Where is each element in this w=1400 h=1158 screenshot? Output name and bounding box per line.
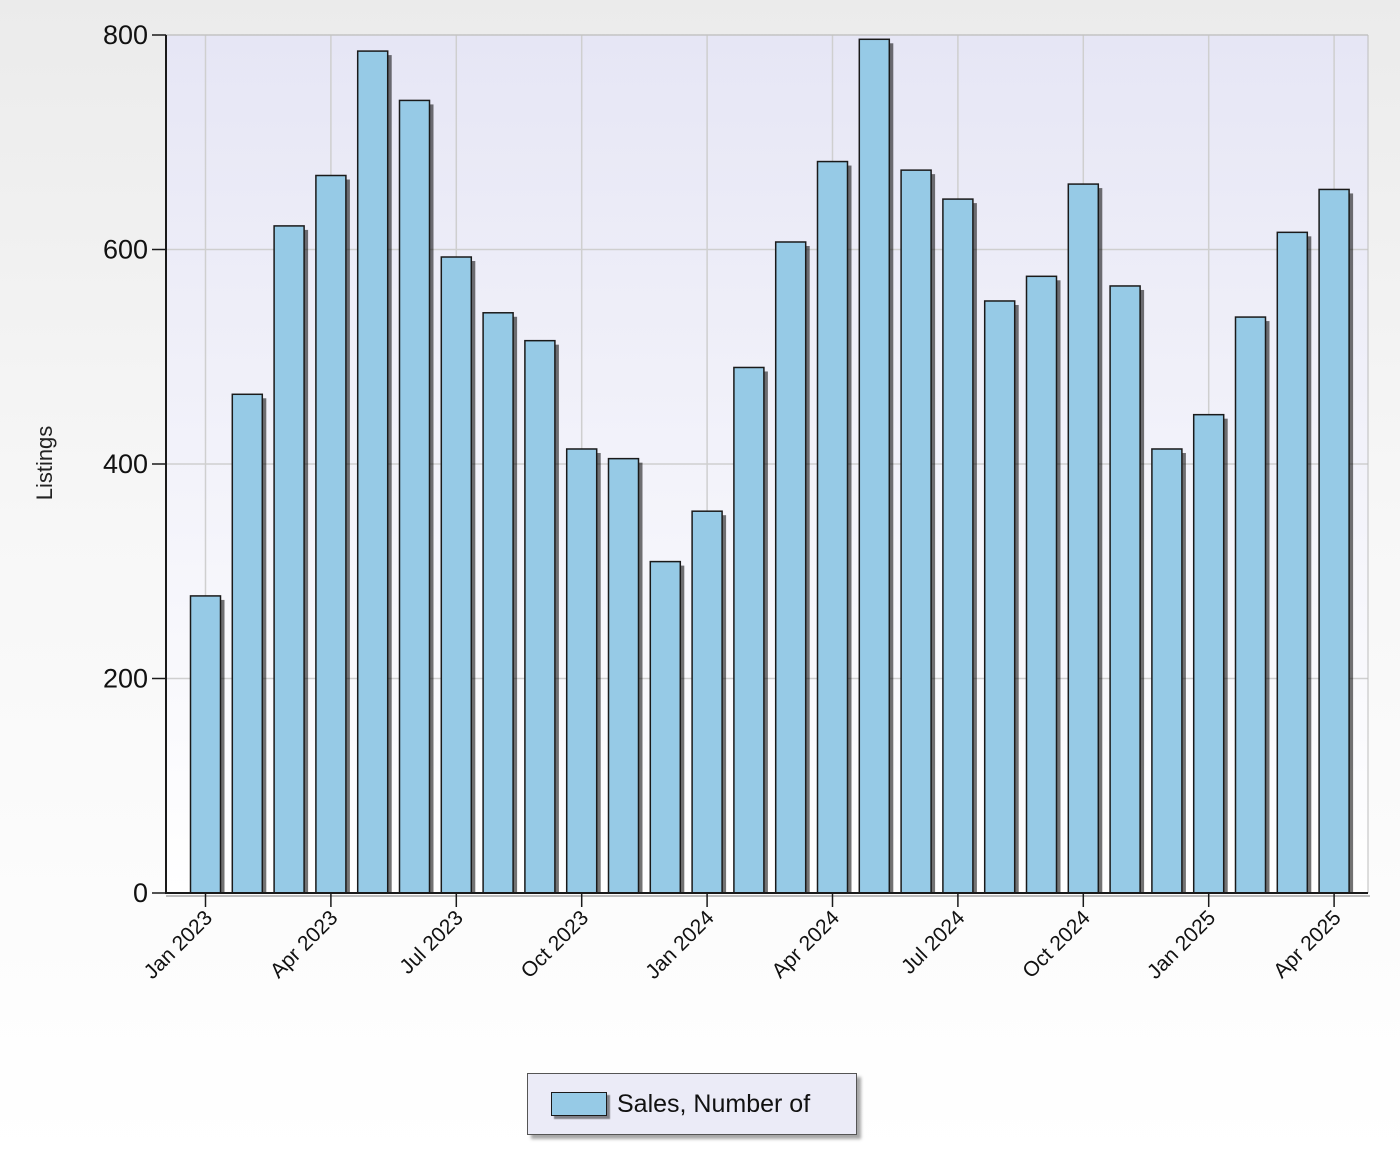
bar — [565, 448, 598, 894]
bar — [189, 595, 222, 894]
y-tick-label: 200 — [103, 664, 148, 694]
x-tick-label: Apr 2024 — [768, 906, 845, 983]
x-tick-label: Oct 2024 — [1018, 906, 1095, 983]
bar — [607, 457, 640, 894]
bar — [983, 300, 1016, 894]
bar — [774, 241, 807, 894]
legend: Sales, Number of — [527, 1073, 857, 1135]
bar — [649, 560, 682, 894]
bar — [1234, 316, 1267, 894]
y-tick-label: 600 — [103, 235, 148, 265]
bar — [816, 160, 849, 894]
bar — [691, 510, 723, 894]
bars — [189, 38, 1354, 894]
bar — [273, 225, 305, 894]
bar — [1151, 448, 1183, 894]
bar — [1067, 183, 1100, 894]
y-axis-ticks: 0 200 400 600 800 — [103, 20, 166, 908]
bar — [315, 174, 347, 894]
bar — [1318, 188, 1350, 894]
x-tick-label: Jan 2025 — [1143, 906, 1220, 983]
bar — [1025, 275, 1058, 894]
legend-label: Sales, Number of — [617, 1089, 811, 1118]
x-tick-label: Jul 2023 — [395, 906, 467, 978]
y-axis-title: Listings — [32, 426, 57, 501]
bar — [1109, 285, 1141, 894]
bar — [733, 366, 765, 894]
x-axis-ticks: Jan 2023 Apr 2023 Jul 2023 Oct 2023 Jan 2024… — [140, 893, 1346, 984]
legend-swatch — [551, 1092, 607, 1116]
y-tick-label: 400 — [103, 449, 148, 479]
bar — [1192, 413, 1225, 894]
bar — [942, 198, 974, 894]
y-tick-label: 800 — [103, 20, 148, 50]
bar — [524, 339, 556, 894]
bar — [1276, 231, 1309, 894]
bar — [231, 393, 264, 894]
y-tick-label: 0 — [133, 878, 148, 908]
bar — [858, 38, 891, 894]
bar — [356, 50, 389, 894]
x-tick-label: Jan 2023 — [140, 906, 217, 983]
x-tick-label: Oct 2023 — [517, 906, 594, 983]
x-tick-label: Jul 2024 — [897, 906, 970, 979]
bar — [440, 256, 473, 894]
bar — [398, 99, 431, 894]
x-tick-label: Jan 2024 — [641, 906, 719, 984]
x-tick-label: Apr 2023 — [266, 906, 343, 983]
bar — [900, 169, 932, 894]
bar — [482, 312, 514, 894]
x-tick-label: Apr 2025 — [1269, 906, 1346, 983]
